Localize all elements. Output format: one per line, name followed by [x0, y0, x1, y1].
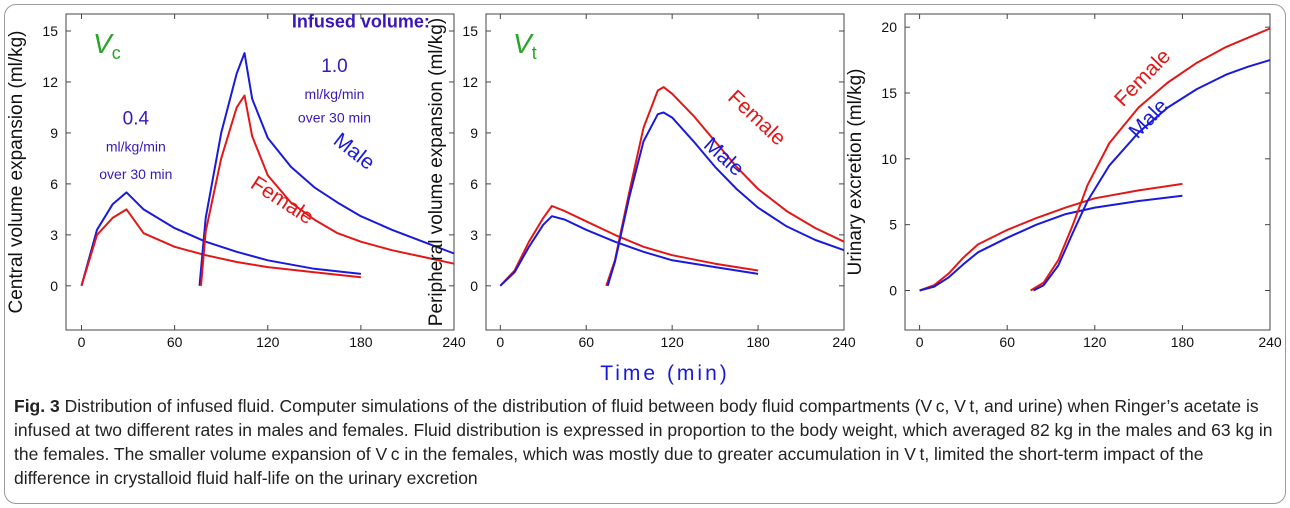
y-tick-label: 0 [889, 283, 897, 299]
x-tick-label: 120 [1083, 334, 1107, 350]
y-tick-label: 9 [470, 125, 478, 141]
series-line-female [499, 205, 759, 287]
x-tick-label: 120 [256, 334, 280, 350]
plot-frame [65, 13, 455, 331]
plot-frame [485, 13, 845, 331]
series-line-male [1033, 59, 1271, 292]
y-tick-label: 15 [881, 85, 897, 101]
y-tick-label: 20 [881, 19, 897, 35]
x-tick-label: 0 [496, 334, 504, 350]
series-line-male [606, 111, 845, 287]
annotation: over 30 min [298, 110, 371, 126]
y-axis-label: Urinary excretion (ml/kg) [845, 69, 866, 276]
y-tick-label: 3 [470, 227, 478, 243]
y-tick-label: 10 [881, 151, 897, 167]
series-line-female [605, 86, 845, 287]
y-tick-label: 9 [50, 125, 58, 141]
x-axis-label: Time (min) [600, 362, 730, 385]
annotation: over 30 min [99, 166, 172, 182]
y-tick-label: 0 [470, 278, 478, 294]
plot-frame [904, 13, 1271, 331]
chart-panel-2: 0 60 120 180 240 0 3 6 9 12 15 Peripheral volume ex… [426, 13, 856, 385]
series-label-female: Female [1110, 45, 1175, 111]
y-tick-label: 15 [42, 23, 58, 39]
series-label-male: Male [329, 129, 379, 175]
series-label-female: Female [723, 86, 790, 151]
x-tick-label: 180 [746, 334, 770, 350]
caption-text: Distribution of infused fluid. Computer … [14, 396, 1273, 488]
y-axis-label: Peripheral volume expansion (ml/kg) [426, 18, 447, 326]
annotation: Infused volume: [292, 12, 430, 32]
y-tick-label: 12 [42, 74, 58, 90]
x-tick-label: 60 [578, 334, 594, 350]
x-tick-label: 240 [442, 334, 466, 350]
y-tick-label: 3 [50, 227, 58, 243]
chart-panel-1: 0 60 120 180 240 0 3 6 9 12 15 Central volume expan… [6, 12, 466, 350]
figure-caption: Fig. 3 Distribution of infused fluid. Co… [14, 394, 1276, 490]
y-tick-label: 5 [889, 217, 897, 233]
series-line-female [919, 182, 1183, 292]
annotation: ml/kg/min [106, 139, 166, 155]
annotation: 0.4 [123, 108, 150, 129]
x-tick-label: 60 [999, 334, 1015, 350]
x-tick-label: 180 [1171, 334, 1195, 350]
x-tick-label: 0 [78, 334, 86, 350]
chart-panel-3: 0 60 120 180 240 0 5 10 15 20 Urinary excretion (m… [845, 13, 1282, 350]
y-tick-label: 6 [470, 176, 478, 192]
series-line-male [499, 215, 759, 287]
x-tick-label: 180 [349, 334, 373, 350]
x-tick-label: 0 [916, 334, 924, 350]
panel-label-subscript: t [532, 43, 537, 63]
x-tick-label: 240 [832, 334, 856, 350]
y-tick-label: 15 [462, 23, 478, 39]
x-tick-label: 240 [1258, 334, 1282, 350]
y-tick-label: 0 [50, 278, 58, 294]
annotation: ml/kg/min [305, 86, 365, 102]
annotation: 1.0 [321, 56, 347, 77]
series-line-female [80, 208, 362, 287]
series-line-male [919, 194, 1183, 292]
panel-label-subscript: c [112, 43, 121, 63]
caption-fig-label: Fig. 3 [14, 396, 60, 416]
y-tick-label: 12 [462, 74, 478, 90]
y-axis-label: Central volume expansion (ml/kg) [6, 30, 27, 313]
series-line-female [1030, 27, 1271, 292]
series-line-female [200, 94, 455, 286]
y-tick-label: 6 [50, 176, 58, 192]
x-tick-label: 120 [660, 334, 684, 350]
panel-label: Vc [93, 28, 121, 63]
series-line-male [198, 52, 455, 286]
series-line-male [80, 191, 362, 287]
x-tick-label: 60 [167, 334, 183, 350]
figure-frame [4, 4, 1286, 504]
panel-label: Vt [513, 28, 537, 63]
